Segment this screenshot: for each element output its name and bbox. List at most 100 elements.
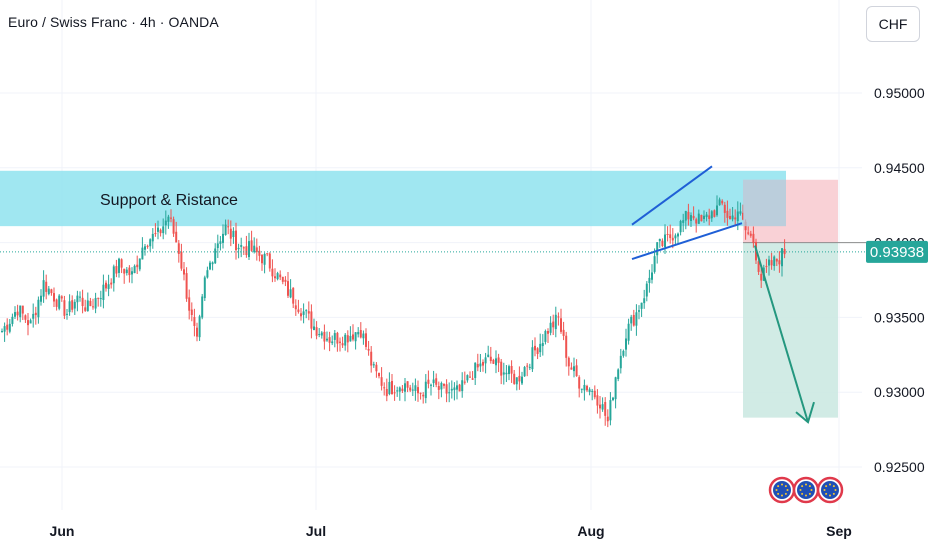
candle-body	[34, 312, 37, 316]
candle-body	[531, 347, 534, 370]
candle-body	[424, 381, 427, 399]
candle-body	[216, 243, 219, 249]
candle-body	[645, 283, 648, 297]
eu-flag-icon[interactable]	[816, 476, 844, 504]
currency-button[interactable]: CHF	[866, 6, 920, 42]
eu-flag-icon[interactable]	[792, 476, 820, 504]
event-icons[interactable]	[768, 476, 844, 504]
x-tick-label: Sep	[826, 523, 852, 539]
candle-body	[445, 384, 448, 394]
x-tick-label: Aug	[577, 523, 604, 539]
candle-body	[734, 217, 737, 220]
candle-body	[575, 365, 578, 377]
candle-body	[601, 404, 604, 410]
candle-body	[549, 322, 552, 333]
candle-body	[302, 311, 305, 315]
y-tick-label: 0.94500	[874, 160, 925, 176]
candle-body	[279, 274, 282, 278]
candle-body	[502, 372, 505, 375]
candle-body	[404, 383, 406, 392]
candle-body	[718, 199, 721, 206]
candle-body	[554, 314, 557, 330]
candle-body	[185, 273, 188, 299]
candlestick-series	[1, 195, 786, 428]
candle-body	[193, 317, 196, 326]
support-resistance-zone[interactable]	[0, 170, 786, 227]
candle-body	[651, 272, 653, 280]
candle-body	[726, 210, 729, 218]
projection-arrow-line[interactable]	[754, 245, 809, 423]
wedge-lower-trendline[interactable]	[631, 222, 743, 261]
candle-body	[71, 300, 74, 310]
candle-body	[757, 261, 760, 272]
candle-body	[175, 231, 178, 243]
wedge-upper-trendline[interactable]	[631, 165, 713, 226]
candle-body	[177, 243, 180, 254]
candle-body	[710, 211, 713, 219]
candle-body	[653, 256, 656, 272]
candle-body	[528, 366, 531, 368]
candle-body	[656, 242, 659, 256]
candle-body	[3, 326, 6, 332]
candle-body	[547, 330, 549, 334]
candle-body	[731, 215, 734, 220]
candle-body	[484, 357, 487, 364]
candle-body	[560, 318, 562, 332]
candle-body	[627, 323, 630, 341]
candle-body	[752, 233, 755, 244]
candle-body	[609, 400, 612, 421]
candle-body	[92, 306, 94, 308]
candle-body	[593, 390, 596, 398]
candle-body	[510, 366, 513, 374]
candle-body	[94, 298, 97, 309]
candle-body	[781, 248, 783, 267]
candle-body	[619, 355, 622, 369]
eu-flag-icon[interactable]	[768, 476, 796, 504]
candle-body	[716, 205, 718, 216]
candle-body	[336, 332, 339, 344]
candle-body	[414, 385, 417, 391]
candle-body	[146, 245, 149, 247]
candle-body	[99, 298, 102, 300]
candle-body	[196, 327, 198, 337]
candle-body	[357, 332, 360, 335]
candle-body	[263, 253, 266, 265]
candle-body	[68, 301, 71, 313]
candle-body	[367, 348, 370, 351]
candle-body	[138, 258, 141, 270]
last-price-badge	[866, 240, 928, 263]
candle-body	[466, 375, 469, 381]
candle-body	[669, 234, 672, 239]
chart-title: Euro / Swiss Franc · 4h · OANDA	[8, 14, 219, 30]
take-profit-box[interactable]	[743, 242, 838, 418]
candle-body	[32, 313, 35, 319]
candle-body	[773, 256, 776, 267]
candle-body	[271, 268, 274, 277]
candle-body	[79, 296, 81, 298]
candle-body	[274, 276, 276, 279]
candle-body	[422, 394, 425, 397]
candle-body	[432, 379, 435, 384]
candle-body	[474, 362, 477, 379]
candle-body	[557, 316, 560, 318]
candle-body	[266, 253, 269, 255]
candle-body	[508, 366, 510, 375]
candle-body	[411, 389, 414, 391]
candle-body	[214, 248, 217, 264]
candle-body	[679, 220, 682, 233]
candle-body	[536, 348, 539, 354]
candle-body	[136, 264, 139, 268]
candle-body	[565, 335, 568, 358]
candle-body	[419, 392, 422, 394]
candle-body	[245, 246, 248, 256]
candle-body	[73, 301, 76, 309]
candle-body	[721, 200, 724, 204]
candle-body	[378, 372, 380, 377]
candle-body	[300, 313, 302, 317]
candle-body	[640, 302, 643, 309]
candle-body	[398, 387, 401, 392]
candle-body	[500, 361, 503, 376]
candle-body	[11, 316, 14, 324]
candle-body	[118, 258, 120, 273]
